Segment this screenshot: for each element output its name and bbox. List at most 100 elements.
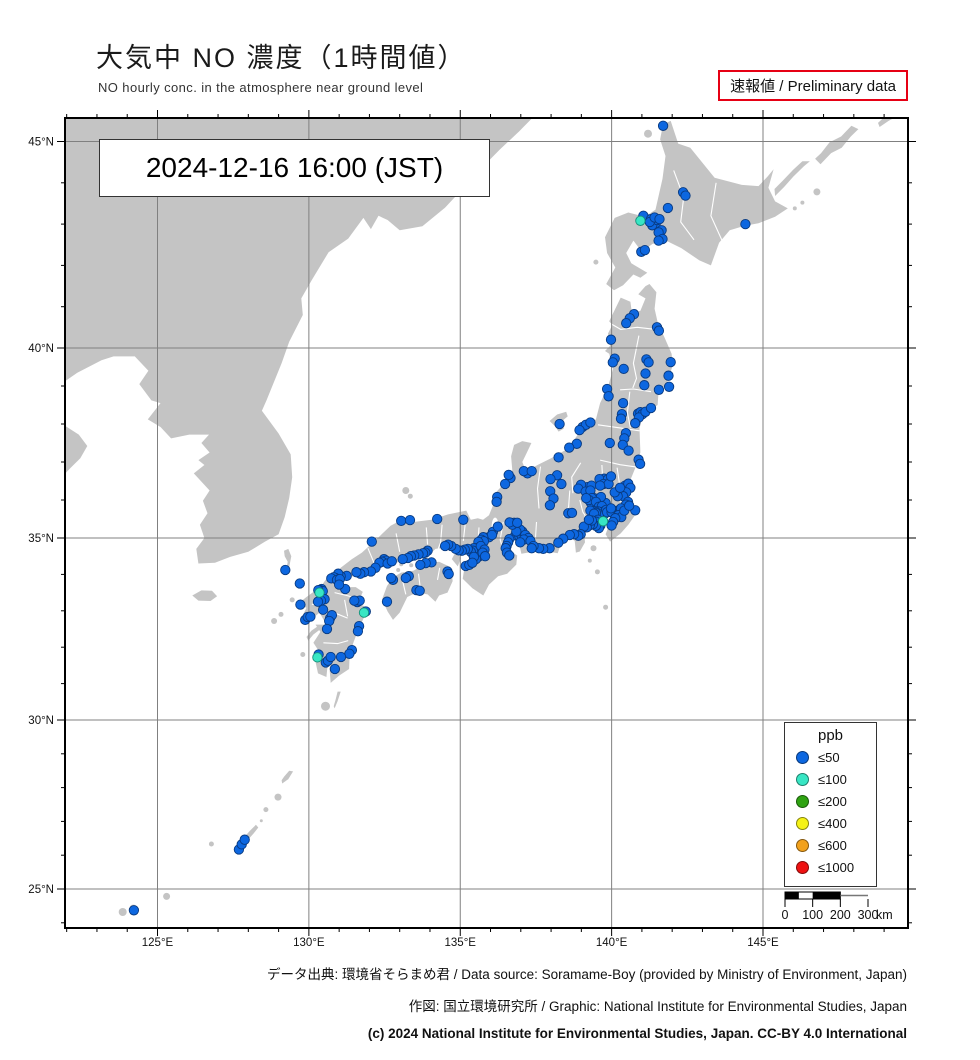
legend-item: ≤1000 [785,856,876,878]
station-dot-le50 [553,452,564,463]
station-dot-le50 [404,514,416,526]
legend-item: ≤400 [785,812,876,834]
lon-axis-label: 125°E [142,937,174,949]
station-dot-le50 [657,120,669,131]
legend-item: ≤200 [785,790,876,812]
lon-axis-label: 140°E [596,937,628,949]
station-dot-le100 [635,215,646,226]
station-dot-le50 [381,596,393,607]
plot-border [64,117,909,929]
station-dot-le50 [443,568,454,580]
station-dot-le50 [415,559,426,571]
station-dot-le50 [329,663,341,675]
station-dot-le50 [680,190,691,201]
station-dot-le50 [574,424,585,436]
lat-axis-label: 35°N [28,533,54,545]
legend-item: ≤600 [785,834,876,856]
station-dot-le50 [603,391,614,402]
lon-axis-label: 135°E [445,937,477,949]
small-island [813,188,821,196]
legend-item-label: ≤1000 [818,859,855,875]
prefecture-border [608,321,656,330]
footer-data-source: データ出典: 環境省そらまめ君 / Data source: Soramame-… [267,967,907,982]
station-dot-le50 [740,218,751,230]
station-dot-le50 [526,543,537,554]
station-dot-le50 [654,213,665,225]
landmass-shandong [65,425,88,474]
station-dot-le50 [386,572,397,584]
scale-bar-segment [812,892,841,899]
landmass-tanegashima [333,691,341,709]
small-island [407,493,413,499]
legend-item-label: ≤400 [818,815,847,831]
landmass-kunashiri [774,161,810,196]
legend-item: ≤100 [785,768,876,790]
station-dot-le50 [349,595,360,606]
station-dot-le50 [439,540,451,552]
page-subtitle: NO hourly conc. in the atmosphere near g… [98,80,424,95]
station-dot-le50 [665,356,676,368]
legend-item-label: ≤50 [818,749,840,765]
station-dot-le50 [414,585,425,596]
legend-color-dot-icon [796,772,809,786]
small-island [593,259,599,265]
legend-item-label: ≤200 [818,793,847,809]
station-dot-le50 [606,520,617,531]
prefecture-border [344,599,349,617]
small-island [396,568,401,572]
small-island [278,611,284,617]
station-dot-le50 [663,370,674,381]
station-dot-le50 [305,611,316,622]
prefecture-border [536,466,542,509]
station-dot-le100 [314,587,325,598]
station-dot-le50 [639,244,651,256]
station-dot-le50 [351,567,362,578]
lon-axis-label: 130°E [293,937,325,949]
station-dot-le50 [605,471,617,482]
station-dot-le50 [623,445,634,456]
scale-bar-unit: km [876,908,893,922]
prefecture-border [436,567,441,580]
station-dot-le50 [432,513,443,525]
axes: 45°N 40°N 35°N 30°N 25°N 125°E 130°E 135°E 140°E… [28,110,916,949]
station-dot-le50 [662,202,674,214]
landmass-hokkaido [605,120,788,291]
prefecture-border [673,170,695,241]
legend-color-dot-icon [796,816,809,830]
landmass-urup-tip [878,118,894,127]
prefecture-border [367,547,375,564]
small-island [300,652,306,657]
station-dot-le50 [585,417,596,428]
station-dot-le50 [545,473,556,485]
prefecture-border [395,533,401,552]
station-dot-le50 [499,478,511,490]
station-dot-le50 [335,651,347,663]
scale-bar-tick-label: 0 [782,908,789,922]
station-dot-le50 [604,437,615,449]
preliminary-badge: 速報値 / Preliminary data [718,70,908,101]
station-dot-le50 [645,402,657,414]
timestamp-box: 2024-12-16 16:00 (JST) [99,139,490,197]
prefecture-border [597,424,640,432]
legend-rows: ≤50 ≤100 ≤200 ≤400 ≤600 ≤1000 [785,746,876,878]
station-dot-le50 [614,482,626,493]
station-dot-le100 [312,652,323,663]
station-dot-le50 [352,626,364,637]
prefecture-border [710,182,723,241]
legend-color-dot-icon [796,838,809,852]
station-dot-le50 [607,357,618,368]
small-island [800,200,805,205]
station-dot-le50 [615,413,627,424]
station-dot-le50 [581,492,592,504]
station-dot-le50 [503,469,514,481]
legend-item-label: ≤100 [818,771,847,787]
station-dot-le50 [564,442,575,453]
landmass-tsushima [284,548,292,570]
legend-color-dot-icon [796,750,809,764]
landmass-etorofu [815,125,859,165]
prefecture-border [571,462,582,494]
small-island [321,701,330,711]
station-dot-le50 [653,235,664,246]
station-dot-le50 [295,599,306,610]
